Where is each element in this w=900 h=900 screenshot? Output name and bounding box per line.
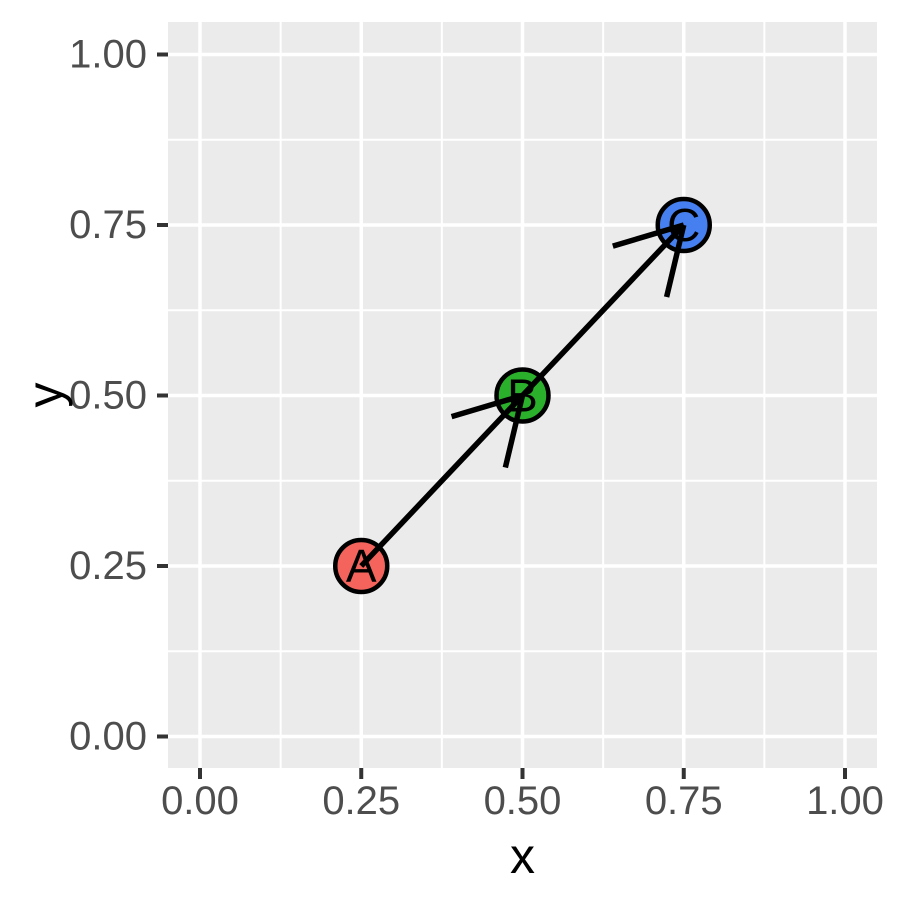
point-label-B: B [507,370,538,422]
x-tick-label: 1.00 [806,779,884,823]
y-axis-title: y [17,383,73,408]
arrowhead-barb [663,224,687,298]
arrowhead-barb [612,222,685,249]
x-tick-label: 0.00 [161,779,239,823]
y-tick-label: 0.00 [69,715,147,759]
point-label-A: A [346,540,377,592]
arrowhead-barb [450,392,524,420]
point-label-C: C [667,199,700,251]
arrow-shaft [520,223,686,398]
y-tick-label: 0.50 [69,374,147,418]
y-tick-label: 0.25 [69,544,147,588]
x-tick-label: 0.50 [484,779,562,823]
y-tick-label: 0.75 [69,203,147,247]
arrow-shaft [359,393,525,568]
x-tick-label: 0.25 [322,779,400,823]
x-tick-label: 0.75 [645,779,723,823]
x-axis-title: x [510,828,535,884]
y-tick-label: 1.00 [69,33,147,77]
arrowhead-barb [502,394,526,469]
